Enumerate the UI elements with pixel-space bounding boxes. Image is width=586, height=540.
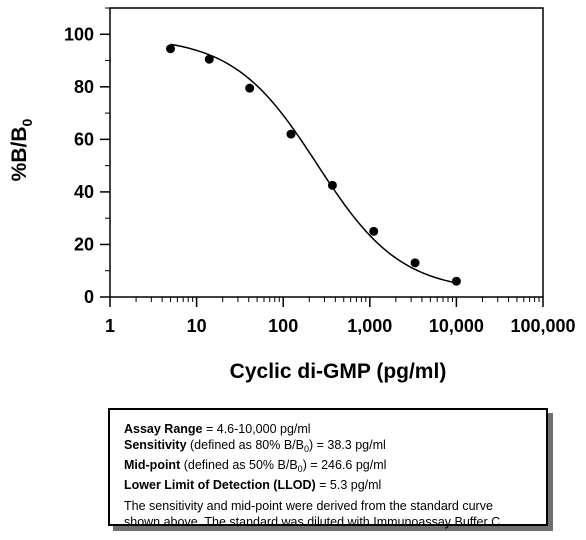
data-point (410, 258, 420, 268)
llod-row: Lower Limit of Detection (LLOD) = 5.3 pg… (124, 477, 534, 493)
data-point (369, 226, 379, 236)
x-axis-title: Cyclic di-GMP (pg/ml) (230, 360, 447, 383)
sensitivity-value: ) = 38.3 pg/ml (308, 438, 386, 452)
curve-note-line-1: The sensitivity and mid-point were deriv… (124, 499, 493, 513)
midpoint-subscript: 0 (297, 464, 303, 474)
y-axis-title-subscript: 0 (19, 118, 35, 126)
assay-range-value: = 4.6-10,000 pg/ml (202, 422, 311, 436)
data-point (204, 54, 214, 64)
midpoint-label: Mid-point (124, 458, 181, 472)
x-tick-label: 10 (187, 316, 207, 336)
y-tick-label: 20 (74, 234, 94, 254)
midpoint-definition: (defined as 50% B/B (180, 458, 298, 472)
y-axis-title-main: %B/B (8, 126, 31, 181)
data-point (286, 129, 296, 139)
sensitivity-row: Sensitivity (defined as 80% B/B0) = 38.3… (124, 437, 534, 457)
x-tick-label: 100 (268, 316, 298, 336)
y-tick-label: 40 (74, 182, 94, 202)
midpoint-row: Mid-point (defined as 50% B/B0) = 246.6 … (124, 457, 534, 477)
midpoint-value: ) = 246.6 pg/ml (302, 458, 387, 472)
data-point (166, 44, 176, 54)
standard-curve-chart: 1 10 100 1,000 10,000 100,000 0 20 40 60 80 100 Cy… (8, 7, 576, 383)
x-tick-label: 100,000 (510, 316, 575, 336)
sensitivity-subscript: 0 (303, 444, 309, 454)
data-point (451, 276, 461, 286)
llod-label: Lower Limit of Detection (LLOD) (124, 478, 316, 492)
assay-range-label: Assay Range (124, 422, 203, 436)
y-axis-title: %B/B0 (8, 118, 35, 181)
y-tick-label: 100 (64, 24, 94, 44)
y-tick-label: 0 (84, 287, 94, 307)
x-tick-label: 10,000 (429, 316, 484, 336)
x-tick-label: 1 (105, 316, 115, 336)
x-tick-label: 1,000 (347, 316, 392, 336)
curve-note-line-2: shown above. The standard was diluted wi… (124, 515, 504, 529)
plot-frame (109, 7, 544, 298)
fit-curve (170, 43, 457, 284)
assay-info-box: Assay Range = 4.6-10,000 pg/ml Sensitivi… (108, 408, 548, 529)
sensitivity-definition: (defined as 80% B/B (186, 438, 304, 452)
x-axis-tick-labels: 1 10 100 1,000 10,000 100,000 (105, 316, 576, 336)
assay-range-row: Assay Range = 4.6-10,000 pg/ml (124, 421, 534, 437)
llod-value: = 5.3 pg/ml (315, 478, 382, 492)
y-tick-label: 80 (74, 77, 94, 97)
y-tick-label: 60 (74, 129, 94, 149)
curve-note: The sensitivity and mid-point were deriv… (124, 498, 534, 530)
data-points (166, 44, 461, 286)
data-point (327, 180, 337, 190)
sensitivity-label: Sensitivity (124, 438, 187, 452)
x-axis-ticks (109, 297, 544, 307)
data-point (245, 83, 255, 93)
y-axis-ticks (100, 7, 110, 298)
y-axis-tick-labels: 0 20 40 60 80 100 (64, 24, 94, 307)
